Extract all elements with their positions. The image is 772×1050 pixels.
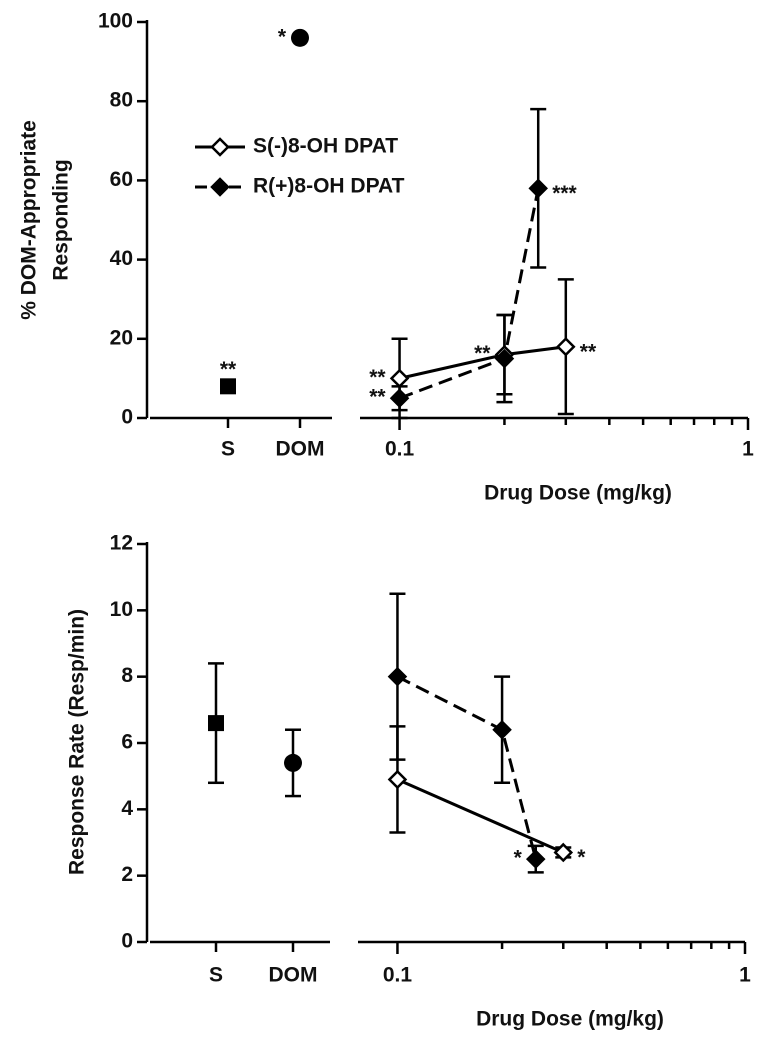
significance-mark: **	[220, 358, 237, 381]
y-axis-label: Response Rate (Resp/min)	[66, 609, 89, 875]
data-point	[556, 336, 576, 357]
y-tick-label: 100	[98, 10, 133, 33]
y-tick-label: 12	[110, 532, 133, 555]
data-point	[528, 178, 548, 199]
y-tick-label: 80	[110, 89, 133, 112]
y-tick-label: 0	[121, 930, 133, 953]
data-point	[525, 849, 546, 869]
series-line	[396, 778, 564, 854]
x-tick-label: 0.1	[383, 964, 413, 987]
significance-mark: *	[514, 847, 523, 870]
y-axis-label: % DOM-Appropriate	[18, 120, 41, 320]
data-point	[389, 368, 410, 389]
x-tick-label: S	[209, 964, 223, 987]
control-point	[220, 378, 236, 395]
x-tick-label: DOM	[276, 438, 325, 461]
data-point	[494, 348, 515, 369]
control-point	[291, 28, 309, 47]
y-tick-label: 8	[121, 664, 133, 687]
y-tick-label: 4	[121, 797, 133, 820]
y-tick-label: 40	[110, 247, 133, 270]
x-axis-label: Drug Dose (mg/kg)	[476, 1008, 664, 1031]
y-tick-label: 6	[121, 731, 133, 754]
x-tick-label: S	[221, 438, 235, 461]
y-tick-label: 2	[121, 863, 133, 886]
y-axis-label: Responding	[50, 159, 73, 280]
control-point	[208, 715, 224, 732]
legend-marker	[210, 137, 230, 157]
data-point	[387, 666, 408, 687]
x-tick-label: DOM	[269, 964, 318, 987]
significance-mark: *	[577, 846, 586, 869]
x-tick-label: 1	[739, 964, 751, 987]
significance-mark: **	[369, 386, 386, 409]
significance-mark: **	[580, 340, 597, 363]
x-tick-label: 1	[742, 438, 754, 461]
legend-label: S(-)8-OH DPAT	[253, 135, 398, 158]
series-line	[399, 188, 540, 400]
x-axis-label: Drug Dose (mg/kg)	[484, 482, 672, 505]
legend-marker	[210, 177, 230, 197]
significance-mark: *	[278, 25, 287, 48]
y-tick-label: 0	[121, 406, 133, 429]
y-tick-label: 20	[110, 326, 133, 349]
x-tick-label: 0.1	[385, 438, 415, 461]
significance-mark: ***	[552, 182, 577, 205]
control-point	[284, 753, 302, 772]
data-point	[553, 842, 574, 863]
data-point	[492, 719, 512, 740]
significance-mark: **	[369, 366, 386, 389]
data-point	[389, 388, 410, 408]
y-tick-label: 60	[110, 168, 133, 191]
significance-mark: **	[474, 342, 491, 365]
y-tick-label: 10	[110, 598, 133, 621]
legend-label: R(+)8-OH DPAT	[253, 175, 405, 198]
data-point	[387, 769, 408, 790]
